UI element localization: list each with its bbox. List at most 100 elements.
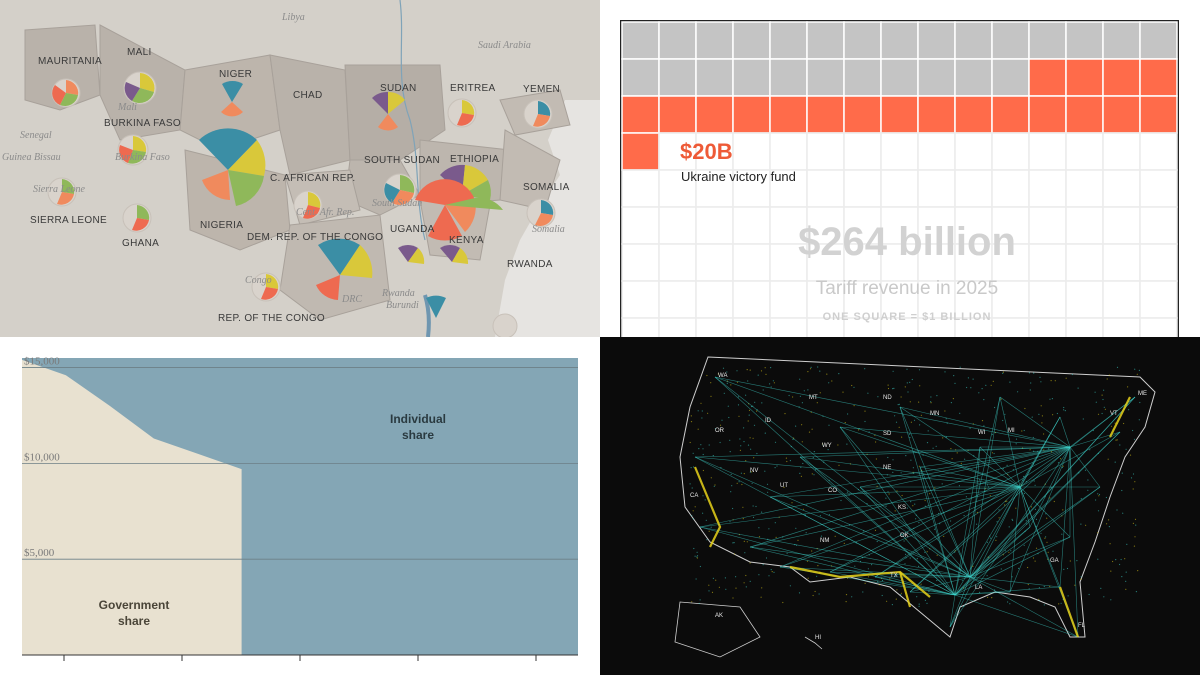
flow-dot [702,448,704,450]
flow-dot [743,473,745,475]
unit-square [621,132,660,171]
flow-dot [744,552,746,554]
flow-dot [996,521,998,523]
flow-dot [1124,558,1126,560]
flow-dot [754,401,756,403]
flow-dot [844,422,846,424]
flow-dot [753,424,756,426]
flow-dot [826,373,828,375]
flow-dot [936,395,938,397]
flow-dot [1046,517,1048,519]
flow-dot [732,597,734,599]
flow-dot [929,493,931,495]
country-label: MAURITANIA [38,56,102,67]
glyph-cluster-kenya-uganda [415,179,503,241]
flow-dot [757,374,759,376]
flow-dot [908,433,911,435]
geo-label: Burundi [386,300,419,311]
mauritania-shape [24,24,101,111]
unit-square [695,243,734,282]
flow-dot [1002,468,1004,470]
flow-dot [758,536,761,538]
flow-dot [905,455,907,457]
africa-map-panel: Libya Saudi Arabia Senegal Guinea Bissau… [0,0,600,337]
flow-dot [843,542,845,544]
flow-line [749,546,956,596]
flow-line [1059,446,1071,588]
country-label: ETHIOPIA [450,154,499,165]
flow-dot [910,501,912,503]
flow-dot [749,580,751,582]
unit-square [1139,169,1178,208]
flow-dot [761,402,763,404]
unit-square [1102,132,1141,171]
flow-dot [941,483,943,485]
flow-dot [766,483,769,485]
flow-dot [1103,389,1105,391]
flow-dot [1033,372,1035,374]
geo-label: Cent. Afr. Rep. [296,207,354,218]
geo-label: Sierra Leone [33,184,86,195]
flow-dot [983,425,985,427]
flow-dot [1040,532,1042,534]
flow-dot [845,601,847,603]
unit-square [695,206,734,245]
flow-dot [891,604,893,606]
flow-dot [1094,391,1096,393]
flow-dot [885,497,887,499]
flow-dot [1054,380,1056,382]
flow-dot [875,441,877,443]
state-label: ID [765,418,772,424]
flow-dot [885,505,887,507]
flow-dot [1060,458,1062,460]
flow-line [969,576,1079,638]
flow-dot [1034,560,1036,562]
flow-dot [1058,603,1060,605]
flow-dot [1067,595,1069,597]
flow-dot [710,477,712,479]
flow-dot [784,413,786,415]
flow-line [714,376,1021,488]
government-share-area [22,359,242,655]
flow-dot [809,368,812,370]
geo-label: Guinea Bissau [2,152,61,163]
flow-dot [756,410,758,412]
flow-dot [745,394,747,396]
flow-dot [1097,413,1100,415]
geo-label: Somalia [532,224,565,235]
flow-line [954,486,1101,596]
flow-dot [911,378,913,381]
flow-dot [698,602,700,605]
flow-dot [1088,593,1090,596]
flow-dot [731,485,733,487]
flow-dot [813,451,815,453]
unit-square [1065,206,1104,245]
flow-dot [914,503,916,505]
unit-square [1028,317,1067,337]
flow-dot [786,460,788,463]
flow-dot [893,387,895,389]
glyph-cluster-niger [221,81,243,117]
country-label: NIGERIA [200,220,243,231]
state-label: GA [1050,558,1059,564]
flow-dot [816,575,818,577]
country-label: GHANA [122,238,159,249]
flow-dot [1125,588,1127,590]
flow-dot [934,487,936,489]
flow-dot [919,424,921,426]
y-tick-label: $10,000 [24,451,60,463]
flow-dot [1040,381,1042,383]
flow-dot [1116,509,1118,511]
flow-dot [711,591,714,593]
flow-dot [800,466,802,468]
flow-line [799,456,956,596]
flow-dot [1121,576,1123,578]
flow-dot [736,482,738,484]
flow-dot [924,599,926,601]
flow-dot [915,518,917,520]
share-area-chart: $5,000 $10,000 $15,000 Individual share Gov… [22,356,578,661]
unit-square [1139,58,1178,97]
country-label: SUDAN [380,83,417,94]
flow-dot [1012,519,1014,521]
glyph-cluster-nigeria [199,128,266,206]
